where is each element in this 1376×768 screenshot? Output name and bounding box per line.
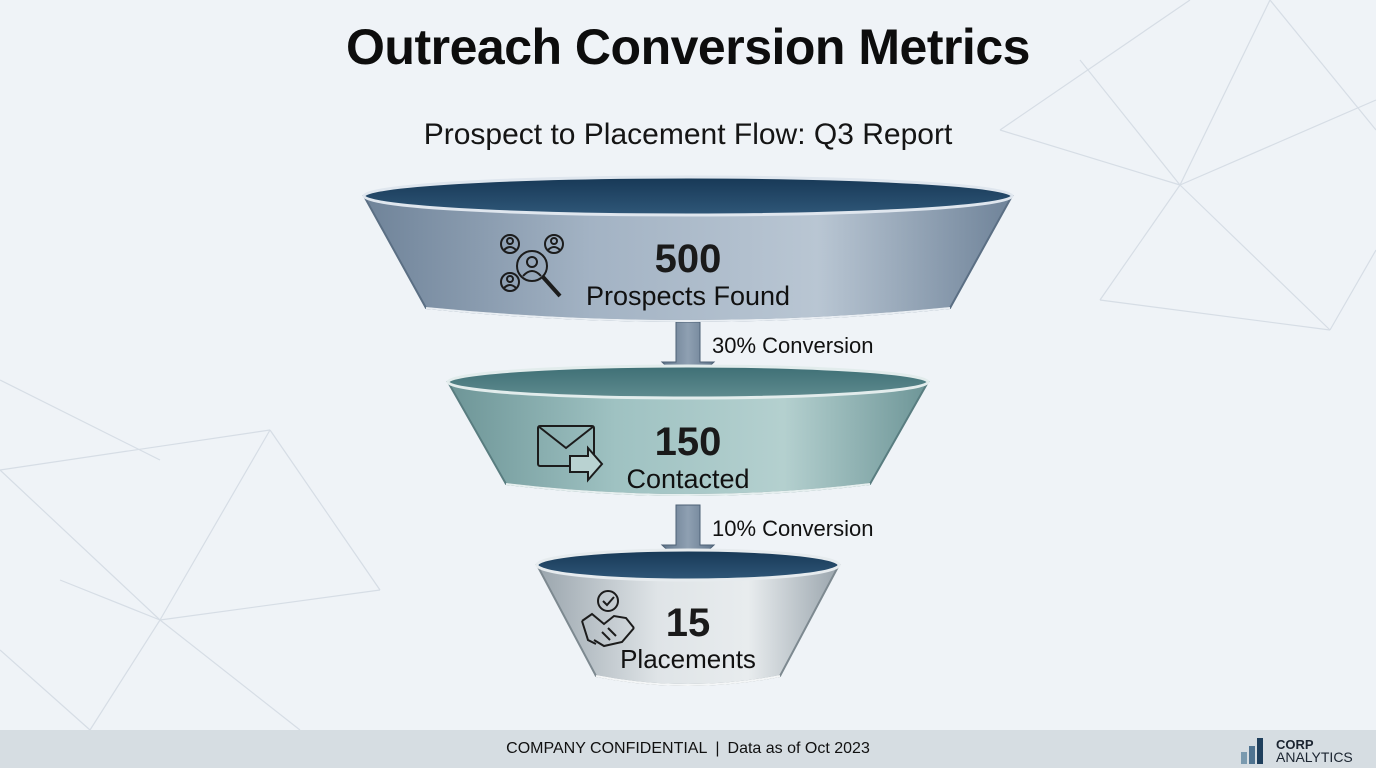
handshake-check-icon: [581, 590, 635, 648]
conversion-label-1: 30% Conversion: [712, 333, 873, 358]
logo-text-analytics: ANALYTICS: [1276, 749, 1353, 765]
footer-text: COMPANY CONFIDENTIAL | Data as of Oct 2023: [0, 740, 1376, 758]
corp-analytics-logo: CORP ANALYTICS: [1240, 736, 1370, 765]
footer-separator: |: [715, 740, 720, 757]
bar-chart-icon: [1241, 738, 1263, 764]
email-send-icon: [537, 425, 604, 483]
footer-bar: COMPANY CONFIDENTIAL | Data as of Oct 2023: [0, 730, 1376, 768]
stage-label-contacted: Contacted: [626, 464, 749, 494]
people-search-icon: [500, 234, 564, 298]
logo-text-corp: CORP: [1276, 737, 1314, 752]
footer-confidential: COMPANY CONFIDENTIAL: [506, 740, 708, 757]
stage-label-placements: Placements: [620, 644, 756, 674]
funnel-stage-prospects: [362, 175, 1014, 322]
page-title: Outreach Conversion Metrics: [346, 19, 1030, 75]
stage-value-contacted: 150: [655, 420, 722, 464]
stage-value-prospects: 500: [655, 237, 722, 281]
conversion-funnel: 500 Prospects Found 150 Contacted 15 Pla…: [362, 175, 1014, 686]
page-subtitle: Prospect to Placement Flow: Q3 Report: [423, 118, 953, 151]
stage-value-placements: 15: [666, 601, 711, 645]
funnel-stage-placements: [535, 548, 841, 686]
conversion-label-2: 10% Conversion: [712, 516, 873, 541]
stage-label-prospects: Prospects Found: [586, 281, 790, 311]
footer-date: Data as of Oct 2023: [727, 740, 870, 757]
